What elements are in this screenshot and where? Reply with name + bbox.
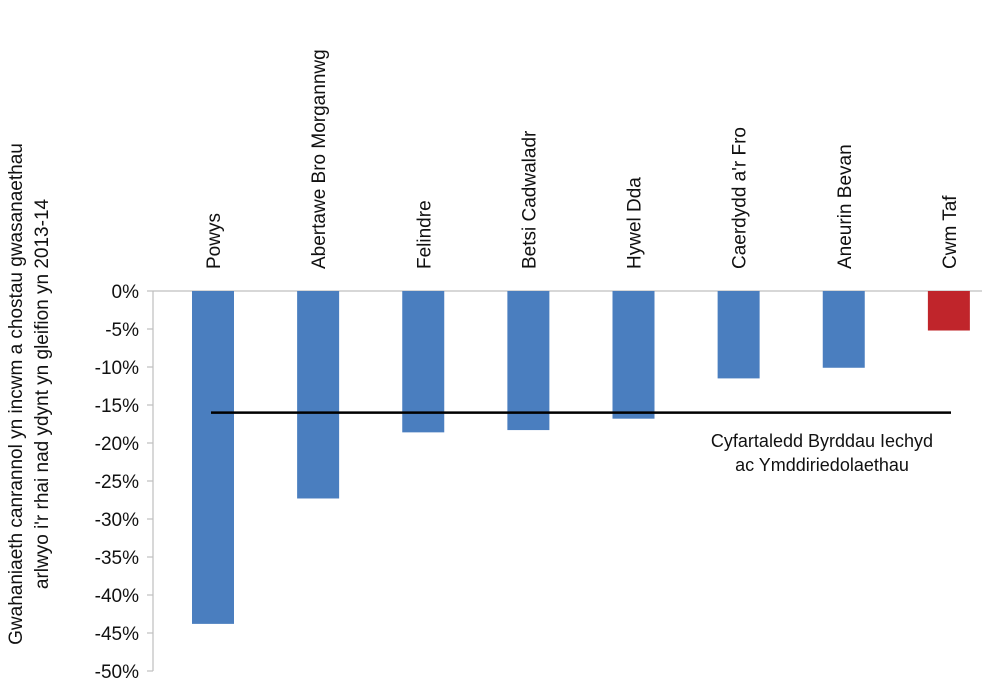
average-reference: Cyfartaledd Byrddau Iechyd ac Ymddiriedol…	[211, 411, 951, 475]
bars	[192, 291, 970, 624]
y-tick-label: -25%	[95, 472, 139, 493]
category-label: Felindre	[414, 200, 435, 269]
bar	[192, 291, 234, 624]
y-tick-label: -20%	[95, 434, 139, 455]
bar	[297, 291, 340, 499]
y-axis: 0% -5% -10% -15% -20% -25% -30% -35% -40% -45% -50…	[95, 282, 982, 679]
category-label: Abertawe Bro Morgannwg	[309, 49, 330, 269]
bar	[507, 291, 550, 431]
bar	[717, 291, 760, 379]
y-axis-title-line: arlwyo i'r rhai nad ydynt yn gleifion yn…	[32, 198, 53, 589]
y-tick-label: -10%	[95, 358, 139, 379]
bar	[927, 291, 970, 331]
category-label: Caerdydd a'r Fro	[730, 127, 751, 269]
category-label: Powys	[204, 213, 225, 269]
bar	[612, 291, 655, 419]
y-tick-label: -5%	[105, 320, 139, 341]
category-labels: Powys Abertawe Bro Morgannwg Felindre Betsi…	[204, 49, 961, 269]
y-tick-label: -50%	[95, 662, 139, 679]
bar	[822, 291, 865, 368]
y-tick-label: -15%	[95, 396, 139, 417]
category-label: Hywel Dda	[625, 177, 646, 269]
y-tick-label: -30%	[95, 510, 139, 531]
y-tick-label: -35%	[95, 548, 139, 569]
y-axis-title-line: Gwahaniaeth canrannol yn incwm a chostau…	[6, 143, 27, 645]
average-line-label: ac Ymddiriedolaethau	[735, 455, 909, 475]
category-label: Betsi Cadwaladr	[519, 130, 540, 269]
category-label: Cwm Taf	[940, 195, 961, 269]
y-tick-label: 0%	[112, 282, 140, 303]
y-axis-title: Gwahaniaeth canrannol yn incwm a chostau…	[6, 143, 53, 645]
y-tick-label: -40%	[95, 586, 139, 607]
category-label: Aneurin Bevan	[835, 144, 856, 269]
average-line-label: Cyfartaledd Byrddau Iechyd	[711, 431, 933, 451]
y-tick-label: -45%	[95, 624, 139, 645]
bar	[402, 291, 445, 433]
